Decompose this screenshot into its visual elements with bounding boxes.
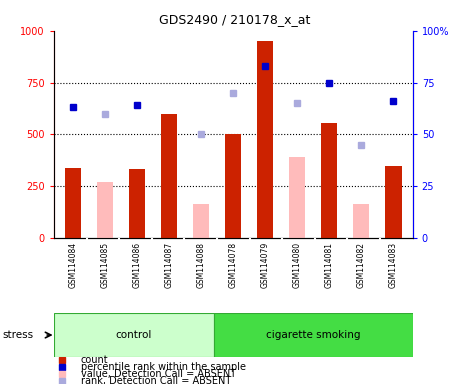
Text: cigarette smoking: cigarette smoking (266, 330, 361, 340)
Bar (193, 204, 209, 238)
Text: rank, Detection Call = ABSENT: rank, Detection Call = ABSENT (81, 376, 231, 384)
Text: GSM114079: GSM114079 (261, 242, 270, 288)
Text: GSM114084: GSM114084 (68, 242, 78, 288)
Text: GSM114082: GSM114082 (357, 242, 366, 288)
Bar (354, 205, 370, 238)
Text: GDS2490 / 210178_x_at: GDS2490 / 210178_x_at (159, 13, 310, 26)
Text: GSM114083: GSM114083 (389, 242, 398, 288)
Bar (214, 313, 413, 357)
Text: control: control (116, 330, 152, 340)
Bar (54, 313, 214, 357)
Text: GSM114080: GSM114080 (293, 242, 302, 288)
Bar (257, 41, 273, 238)
Bar (321, 123, 337, 238)
Bar (225, 134, 242, 238)
Text: GSM114085: GSM114085 (101, 242, 110, 288)
Text: count: count (81, 355, 108, 365)
Text: value, Detection Call = ABSENT: value, Detection Call = ABSENT (81, 369, 236, 379)
Text: percentile rank within the sample: percentile rank within the sample (81, 362, 246, 372)
Bar (161, 114, 177, 238)
Bar (65, 167, 81, 238)
Text: GSM114087: GSM114087 (165, 242, 174, 288)
Bar (97, 182, 113, 238)
Text: GSM114078: GSM114078 (229, 242, 238, 288)
Text: GSM114081: GSM114081 (325, 242, 334, 288)
Bar (129, 169, 145, 238)
Text: stress: stress (2, 330, 33, 340)
Bar (386, 166, 401, 238)
Text: GSM114088: GSM114088 (197, 242, 206, 288)
Bar (289, 157, 305, 238)
Text: GSM114086: GSM114086 (133, 242, 142, 288)
